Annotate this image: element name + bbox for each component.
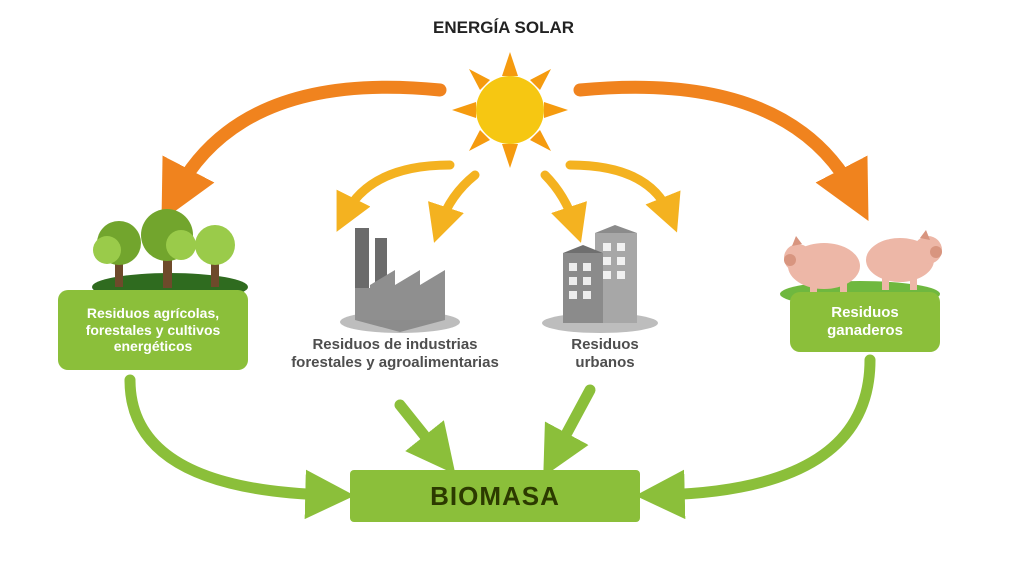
arrow-sun-to-ganadero xyxy=(580,87,855,195)
arrow-urbano-to-biomasa xyxy=(555,390,590,455)
factory-icon xyxy=(335,220,465,340)
label-industrial: Residuos de industrias forestales y agro… xyxy=(290,336,500,372)
arrow-sun-to-urbano-r xyxy=(570,165,670,215)
sun-icon xyxy=(448,48,572,177)
title-energia-solar: ENERGÍA SOLAR xyxy=(433,18,574,38)
diagram-canvas: ENERGÍA SOLAR xyxy=(0,0,1024,576)
biomasa-label: BIOMASA xyxy=(430,481,560,512)
label-urbano: Residuos urbanos xyxy=(540,336,670,372)
arrow-sun-to-industrial-l xyxy=(345,165,450,215)
arrow-ganadero-to-biomasa xyxy=(660,360,870,495)
arrow-sun-to-agricola xyxy=(175,87,440,195)
arrow-agricola-to-biomasa xyxy=(130,380,330,495)
pill-ganadero-label: Residuos ganaderos xyxy=(798,304,932,340)
pill-agricola: Residuos agrícolas, forestales y cultivo… xyxy=(58,290,248,370)
pill-ganadero: Residuos ganaderos xyxy=(790,292,940,352)
pill-agricola-label: Residuos agrícolas, forestales y cultivo… xyxy=(66,305,240,355)
biomasa-box: BIOMASA xyxy=(350,470,640,522)
buildings-icon xyxy=(535,215,665,340)
arrow-industrial-to-biomasa xyxy=(400,405,440,455)
arrow-sun-to-industrial-r xyxy=(440,175,475,225)
